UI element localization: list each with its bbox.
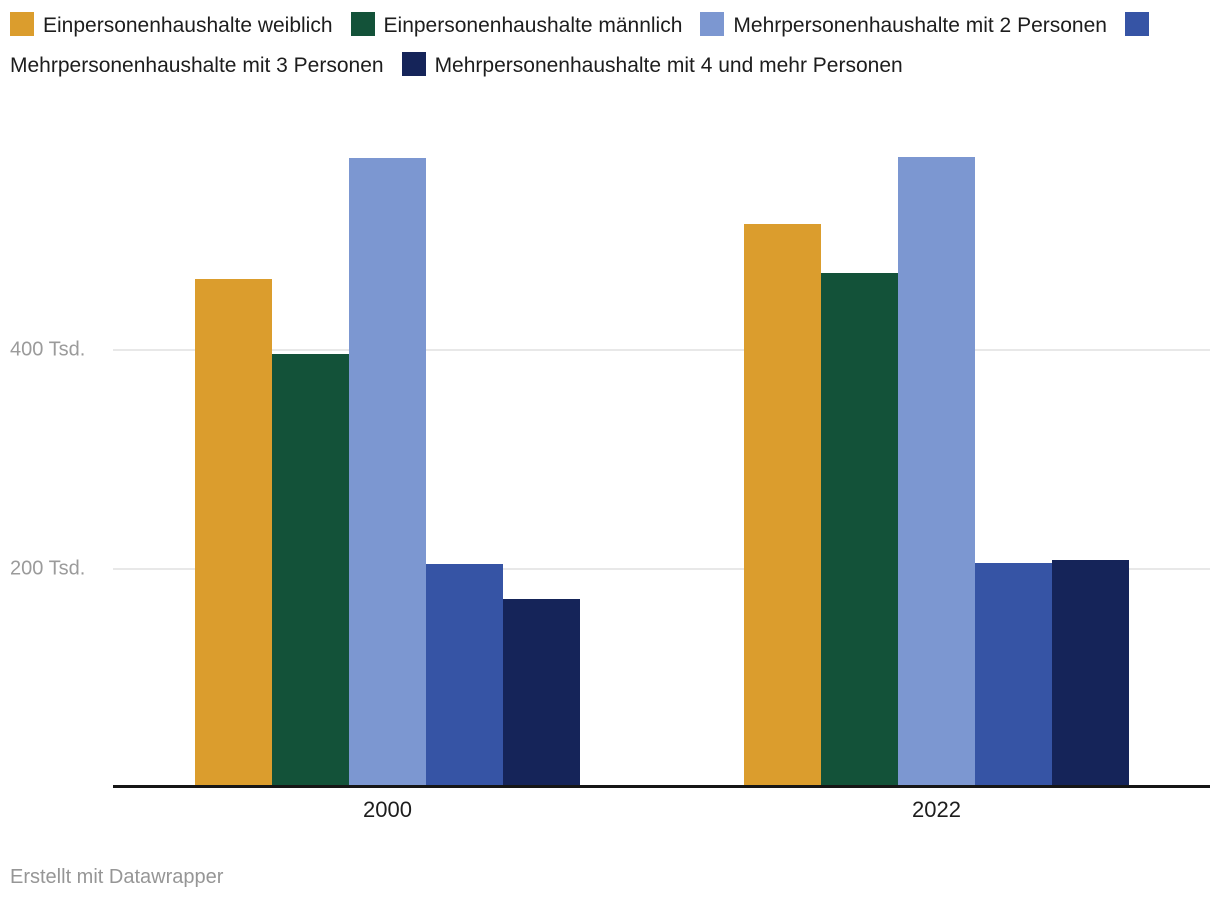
bar-2000-series-1[interactable] <box>272 353 349 788</box>
attribution-link[interactable]: Erstellt mit Datawrapper <box>10 866 224 888</box>
plot-area: 200 Tsd. 400 Tsd. 2000 2022 <box>10 133 1210 822</box>
legend-label: Mehrpersonenhaushalte mit 3 Personen <box>10 54 384 77</box>
x-axis-tick-label-2000: 2000 <box>363 797 412 822</box>
legend-item-3[interactable]: Mehrpersonenhaushalte mit 3 Personen <box>10 12 1158 77</box>
bar-2000-series-3[interactable] <box>426 564 503 788</box>
legend-label: Mehrpersonenhaushalte mit 2 Personen <box>733 14 1107 37</box>
legend-swatch-icon <box>401 52 426 76</box>
chart-legend: Einpersonenhaushalte weiblich Einpersonen… <box>10 6 1210 86</box>
legend-label: Mehrpersonenhaushalte mit 4 und mehr Per… <box>434 54 903 77</box>
legend-item-0[interactable]: Einpersonenhaushalte weiblich <box>10 12 333 37</box>
legend-item-2[interactable]: Mehrpersonenhaushalte mit 2 Personen <box>700 12 1107 37</box>
bar-2000-series-0[interactable] <box>195 279 272 788</box>
y-axis-tick-label: 200 Tsd. <box>10 557 86 580</box>
x-axis-line <box>113 785 1210 788</box>
legend-swatch-icon <box>350 12 375 36</box>
bar-2022-series-3[interactable] <box>975 563 1052 788</box>
legend-swatch-icon <box>700 12 725 36</box>
x-axis-tick-label-2022: 2022 <box>912 797 961 822</box>
bar-2000-series-4[interactable] <box>503 599 580 788</box>
legend-label: Einpersonenhaushalte männlich <box>383 14 683 37</box>
y-axis-tick-label: 400 Tsd. <box>10 338 86 361</box>
bar-2022-series-2[interactable] <box>898 157 975 788</box>
bar-2022-series-1[interactable] <box>821 272 898 788</box>
gridline-400: 400 Tsd. <box>10 339 1210 361</box>
bar-2000-series-2[interactable] <box>349 158 426 788</box>
legend-item-1[interactable]: Einpersonenhaushalte männlich <box>350 12 683 37</box>
bar-2022-series-4[interactable] <box>1052 559 1129 788</box>
bar-group-2000 <box>195 158 580 788</box>
legend-item-4[interactable]: Mehrpersonenhaushalte mit 4 und mehr Per… <box>401 52 903 77</box>
bar-2022-series-0[interactable] <box>744 223 821 788</box>
legend-label: Einpersonenhaushalte weiblich <box>43 14 333 37</box>
legend-swatch-icon <box>10 12 34 36</box>
gridline-200: 200 Tsd. <box>10 557 1210 579</box>
legend-swatch-icon <box>1124 12 1149 36</box>
bar-group-2022 <box>744 157 1129 788</box>
